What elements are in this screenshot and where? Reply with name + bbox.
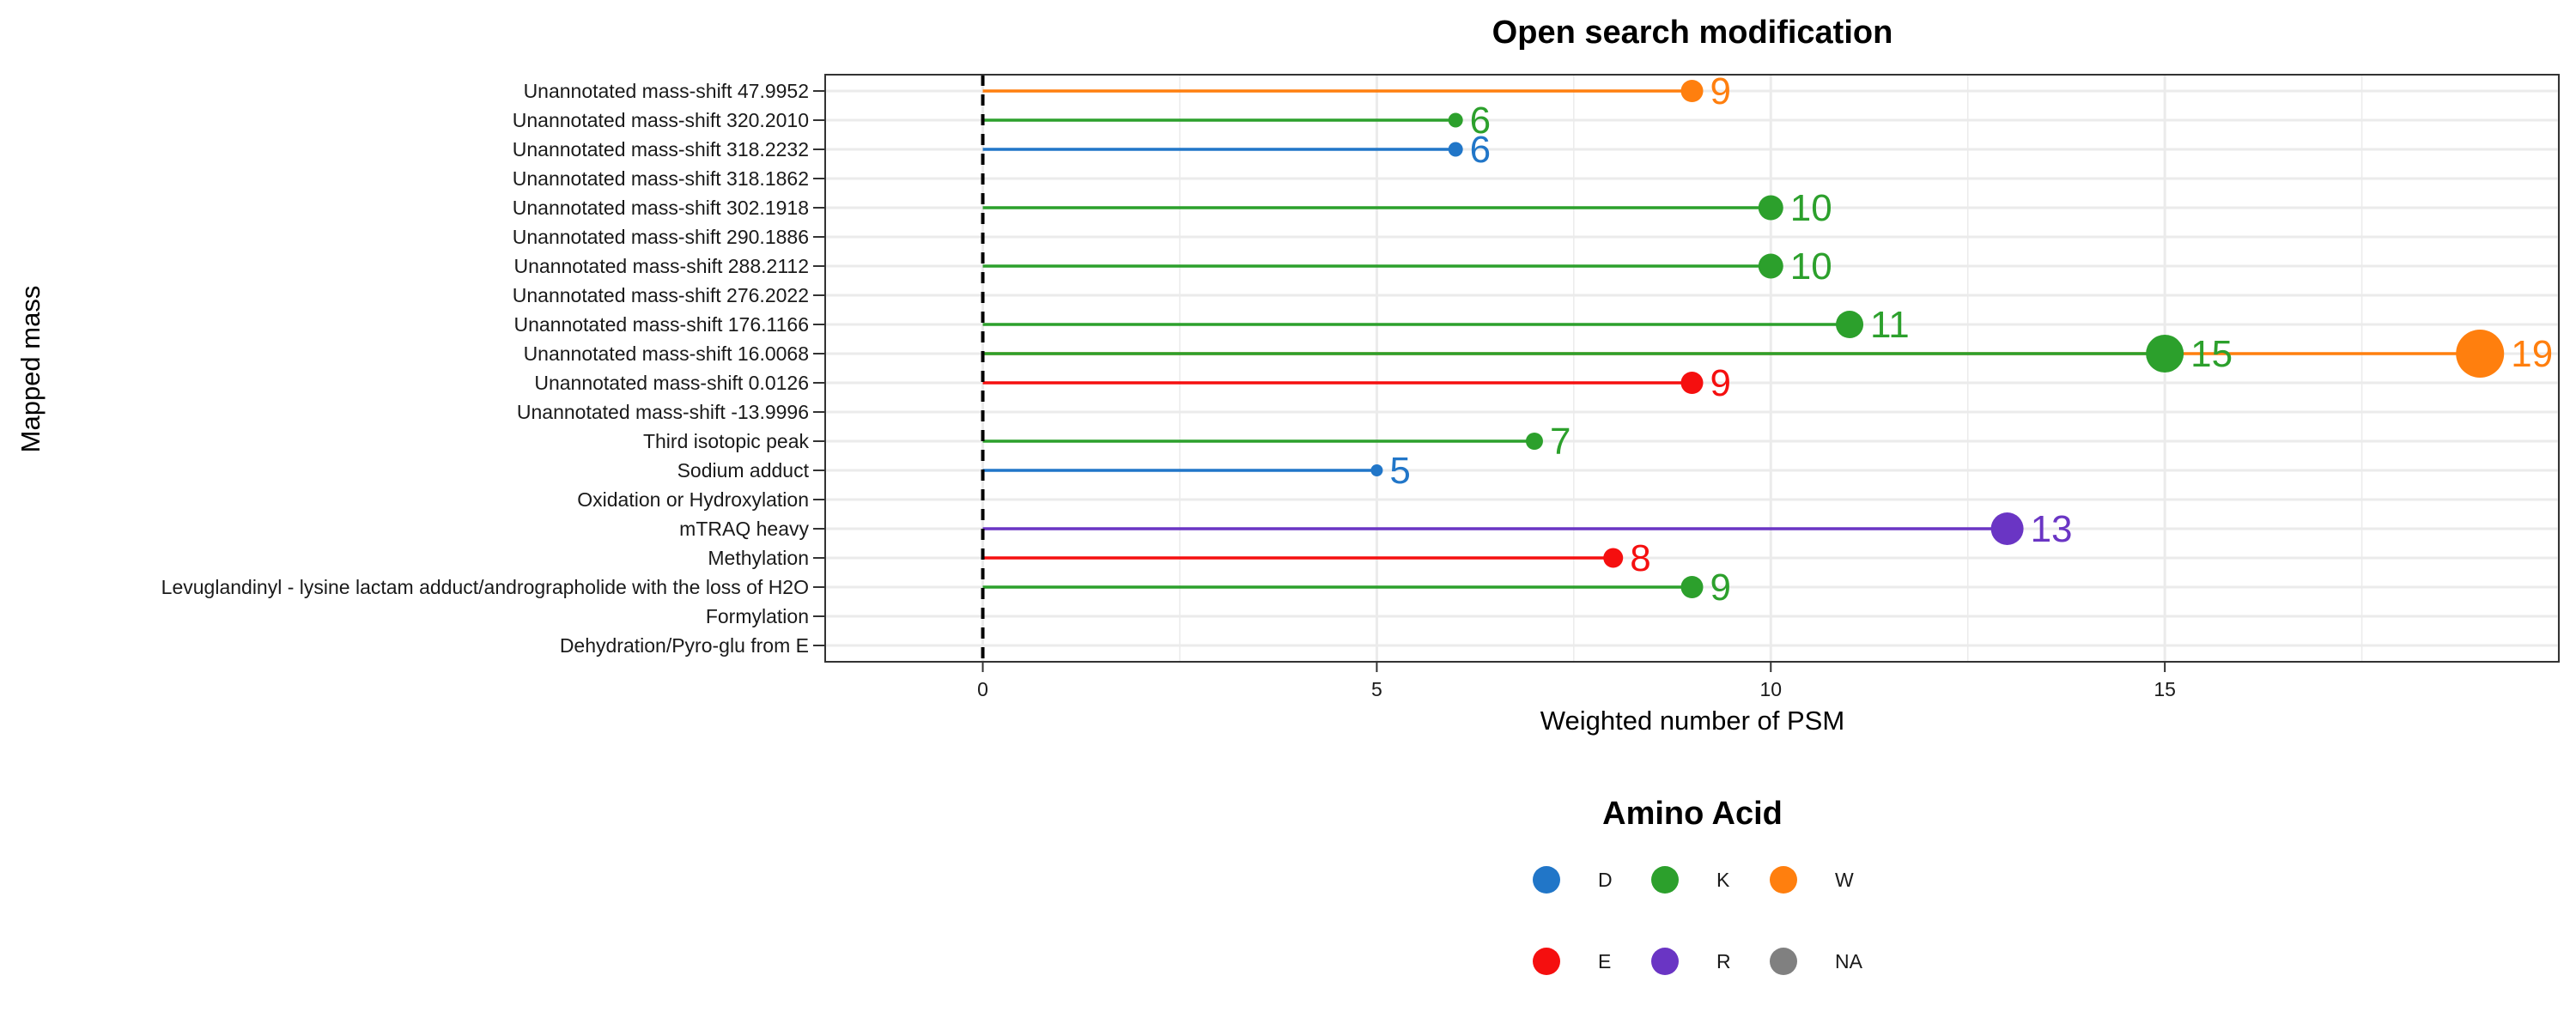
y-category-label: Methylation [708, 547, 809, 569]
lollipop-point [1448, 142, 1463, 157]
legend-label: W [1835, 869, 1854, 891]
legend-label: D [1598, 869, 1613, 891]
x-tick-label: 15 [2154, 678, 2176, 700]
lollipop-point [1758, 195, 1783, 221]
lollipop-point [2146, 335, 2184, 373]
y-axis-category-labels: Unannotated mass-shift 47.9952 Unannotate… [161, 80, 825, 657]
legend-key-k [1651, 866, 1679, 894]
point-value-label: 9 [1710, 566, 1731, 609]
x-tick-label: 0 [977, 678, 988, 700]
y-category-label: Unannotated mass-shift 288.2112 [513, 255, 809, 277]
lollipop-stems [982, 89, 2481, 589]
y-category-label: Formylation [706, 605, 809, 627]
point-value-label: 9 [1710, 70, 1731, 112]
lollipop-point [1525, 433, 1543, 450]
y-category-label: mTRAQ heavy [679, 518, 809, 540]
y-category-label: Third isotopic peak [643, 430, 810, 452]
legend-title: Amino Acid [1602, 796, 1783, 832]
y-category-label: Unannotated mass-shift 276.2022 [513, 284, 809, 306]
y-axis-title: Mapped mass [15, 286, 46, 453]
legend-key-d [1533, 866, 1560, 894]
point-value-label: 6 [1470, 129, 1491, 171]
legend-label: K [1716, 869, 1730, 891]
grid [825, 75, 2561, 662]
legend-key-na [1770, 948, 1797, 975]
legend-label: NA [1835, 950, 1863, 972]
point-value-label: 15 [2190, 333, 2233, 375]
y-category-label: Unannotated mass-shift -13.9996 [517, 401, 809, 423]
y-category-label: Oxidation or Hydroxylation [577, 488, 809, 511]
legend-key-r [1651, 948, 1679, 975]
lollipop-point [1680, 80, 1704, 102]
y-category-label: Levuglandinyl - lysine lactam adduct/and… [161, 576, 809, 598]
y-category-label: Sodium adduct [677, 459, 810, 482]
lollipop-point [1836, 311, 1864, 338]
y-category-label: Dehydration/Pyro-glu from E [560, 634, 809, 657]
lollipop-point [1448, 112, 1463, 128]
legend-key-w [1770, 866, 1797, 894]
lollipop-point [1758, 253, 1783, 279]
lollipop-point [2456, 330, 2505, 378]
x-tick-label: 10 [1759, 678, 1782, 700]
lollipop-point [1990, 512, 2024, 545]
point-value-label: 5 [1389, 450, 1410, 492]
point-value-label: 9 [1710, 362, 1731, 404]
legend-label: E [1598, 950, 1611, 972]
legend-label: R [1716, 950, 1731, 972]
y-category-label: Unannotated mass-shift 290.1886 [513, 226, 809, 248]
lollipop-point [1680, 576, 1704, 598]
point-value-label: 19 [2511, 333, 2553, 375]
y-category-label: Unannotated mass-shift 320.2010 [513, 109, 809, 131]
y-category-label: Unannotated mass-shift 318.2232 [513, 138, 809, 161]
lollipop-point [1370, 464, 1383, 476]
point-value-label: 11 [1870, 304, 1910, 346]
point-value-label: 6 [1470, 100, 1491, 142]
lollipop-points [1370, 80, 2505, 598]
y-category-label: Unannotated mass-shift 0.0126 [534, 372, 809, 394]
x-tick-label: 5 [1371, 678, 1382, 700]
y-category-label: Unannotated mass-shift 16.0068 [524, 342, 809, 365]
lollipop-point [1603, 548, 1624, 568]
point-labels: 19 15 13 11 10 10 9 9 9 8 7 66 5 [1389, 70, 2553, 609]
y-category-label: Unannotated mass-shift 302.1918 [513, 197, 809, 219]
plot-panel-border [824, 74, 2560, 663]
point-value-label: 8 [1630, 537, 1650, 579]
x-axis-title: Weighted number of PSM [1540, 706, 1844, 736]
y-category-label: Unannotated mass-shift 176.1166 [513, 313, 809, 336]
chart-title: Open search modification [1492, 15, 1893, 51]
y-category-label: Unannotated mass-shift 47.9952 [524, 80, 809, 102]
y-category-label: Unannotated mass-shift 318.1862 [513, 167, 809, 190]
legend: D K W E R NA [1533, 866, 1863, 975]
point-value-label: 10 [1790, 245, 1832, 288]
point-value-label: 7 [1550, 421, 1571, 463]
point-value-label: 13 [2031, 508, 2073, 550]
legend-key-e [1533, 948, 1560, 975]
x-axis-ticks: 0 5 10 15 [977, 662, 2176, 700]
point-value-label: 10 [1790, 187, 1832, 229]
lollipop-point [1680, 372, 1704, 394]
